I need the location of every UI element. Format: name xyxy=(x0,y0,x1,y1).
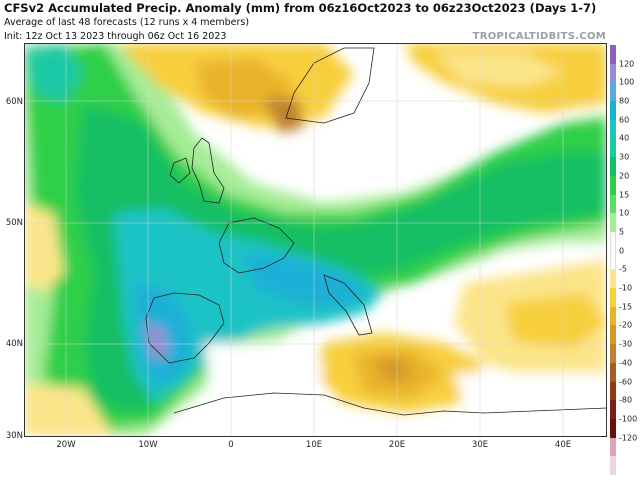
legend-swatch xyxy=(610,250,616,270)
brand-watermark: TROPICALTIDBITS.COM xyxy=(472,31,606,42)
lon-label-30e: 30E xyxy=(471,440,489,450)
legend-label: 40 xyxy=(619,133,630,143)
legend-swatch xyxy=(610,45,616,65)
lat-label-40n: 40N xyxy=(5,339,23,349)
map-subtitle: Average of last 48 forecasts (12 runs x … xyxy=(4,17,250,28)
lon-label-20w: 20W xyxy=(56,440,76,450)
lat-label-60n: 60N xyxy=(5,97,23,107)
lat-label-50n: 50N xyxy=(5,218,23,228)
legend-label: 80 xyxy=(619,96,630,106)
init-text: Init: 12z Oct 13 2023 through 06z Oct 16… xyxy=(4,31,227,42)
legend-swatch xyxy=(610,231,616,252)
coastlines xyxy=(145,47,607,416)
legend-swatch xyxy=(610,288,616,308)
legend-swatch xyxy=(610,138,616,158)
legend-label: 120 xyxy=(619,59,635,69)
legend-swatch xyxy=(610,381,616,401)
legend-swatch xyxy=(610,456,616,476)
legend-swatch xyxy=(610,119,616,139)
legend-swatch xyxy=(610,157,616,177)
lon-label-0: 0 xyxy=(228,440,234,450)
legend-swatch xyxy=(610,175,616,196)
legend-swatch xyxy=(610,344,616,364)
legend-label: -10 xyxy=(619,283,633,293)
legend-label: 30 xyxy=(619,152,630,162)
precip-anomaly-map xyxy=(24,43,607,437)
legend-swatch xyxy=(610,325,616,345)
map-title: CFSv2 Accumulated Precip. Anomaly (mm) f… xyxy=(4,1,597,15)
legend-label: -80 xyxy=(619,395,633,405)
lon-label-40e: 40E xyxy=(554,440,572,450)
legend-label: 5 xyxy=(619,227,625,237)
lon-label-20e: 20E xyxy=(388,440,406,450)
color-legend: 120 100 80 60 40 30 20 15 10 5 0 -5 -10 -15 -20 -30 -40 -… xyxy=(610,45,640,477)
legend-label: 0 xyxy=(619,246,625,256)
legend-label: -120 xyxy=(619,433,638,443)
legend-swatch xyxy=(610,269,616,289)
anomaly-field xyxy=(24,43,607,437)
legend-label: -15 xyxy=(619,302,633,312)
lat-label-30n: 30N xyxy=(5,431,23,441)
legend-swatch xyxy=(610,437,616,457)
legend-label: 100 xyxy=(619,77,635,87)
legend-label: 20 xyxy=(619,171,630,181)
legend-label: -5 xyxy=(619,264,627,274)
legend-label: -40 xyxy=(619,358,633,368)
legend-swatch xyxy=(610,418,616,439)
legend-swatch xyxy=(610,194,616,214)
graticule xyxy=(24,43,607,437)
legend-swatch xyxy=(610,213,616,233)
legend-swatch xyxy=(610,63,616,83)
legend-label: 15 xyxy=(619,190,630,200)
legend-label: -30 xyxy=(619,339,633,349)
legend-swatch xyxy=(610,306,616,326)
legend-label: -20 xyxy=(619,320,633,330)
legend-swatch xyxy=(610,82,616,102)
legend-label: -100 xyxy=(619,414,638,424)
lon-label-10e: 10E xyxy=(305,440,323,450)
legend-swatch xyxy=(610,101,616,121)
legend-swatch xyxy=(610,362,616,382)
legend-swatch xyxy=(610,400,616,420)
lon-label-10w: 10W xyxy=(138,440,158,450)
legend-label: -60 xyxy=(619,377,633,387)
legend-label: 10 xyxy=(619,208,630,218)
legend-label: 60 xyxy=(619,115,630,125)
